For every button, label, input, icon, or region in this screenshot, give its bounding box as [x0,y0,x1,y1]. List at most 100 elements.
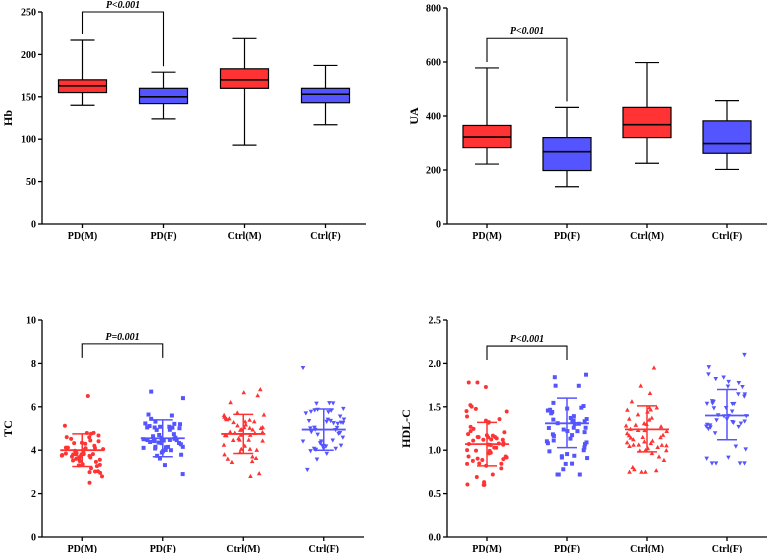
data-point [499,461,504,466]
data-point [646,417,652,422]
data-point [552,375,557,380]
data-point [548,407,553,412]
data-point [570,461,575,466]
data-point [725,384,731,389]
data-point [474,474,479,479]
data-point [87,470,92,475]
data-point [655,444,660,450]
data-point [99,474,104,479]
x-tick-label: Ctrl(M) [226,544,260,553]
data-point [312,425,317,430]
data-point [471,438,476,443]
p-value-label: P<0.001 [510,26,544,37]
data-point [501,457,506,462]
data-point [64,435,69,440]
data-point [77,459,82,464]
data-point [475,380,480,385]
data-point [466,454,471,459]
data-point [93,459,98,464]
data-point [168,448,173,453]
data-point [225,456,231,461]
data-point [497,417,502,422]
data-point [246,437,252,442]
data-point [628,435,634,440]
y-tick-label: 2.0 [429,359,442,370]
data-point [308,449,313,454]
data-point [483,384,488,389]
data-point [97,457,102,462]
data-point [631,437,636,442]
data-point [499,466,504,471]
p-value-label: P<0.001 [510,334,544,345]
y-tick-label: 800 [426,4,441,15]
x-tick-label: PD(F) [554,544,580,553]
y-tick-label: 8 [31,359,36,370]
data-point [327,401,332,406]
data-point [74,456,79,461]
data-point [709,399,715,404]
data-point [338,443,344,448]
data-point [91,430,96,435]
data-point [623,423,629,428]
data-point [309,430,314,435]
data-point [180,472,185,477]
chart-panel-hb: 0 50 100 150 200 250 PD(M) PD(F) Ctrl(M) Ctrl(F) H… [1,0,366,242]
data-point [721,375,726,380]
data-point [494,436,499,441]
x-tick-label: PD(F) [150,544,176,553]
data-point [167,437,172,442]
data-point [729,409,735,414]
data-point [157,456,162,461]
data-point [149,416,154,421]
data-point [468,403,473,408]
data-point [585,456,590,461]
data-point [482,480,487,485]
data-point [260,438,265,443]
x-tick-label: Ctrl(F) [310,231,341,242]
data-point [706,365,712,370]
data-point [632,467,637,472]
data-point [71,452,76,457]
data-point [314,457,320,462]
y-tick-label: 1.0 [429,446,442,457]
data-point [330,438,336,443]
data-point [248,473,253,479]
data-point [340,420,346,426]
data-point [476,435,481,440]
box-PD(F) [138,87,189,105]
data-point [638,383,644,388]
data-point [656,454,662,459]
data-point [730,401,735,407]
data-point [624,440,630,445]
data-point [250,454,255,459]
data-point [742,352,747,358]
data-point [466,380,471,385]
data-point [331,421,336,426]
box-Ctrl(M) [622,106,672,139]
data-point [328,408,334,413]
data-point [626,416,632,421]
data-point [230,437,236,442]
data-point [736,380,742,386]
data-point [475,456,480,461]
significance-bracket [486,37,568,102]
data-point [547,449,552,454]
data-point [649,450,655,456]
data-point [162,463,167,468]
x-tick-label: Ctrl(M) [630,231,664,242]
data-point [172,421,177,426]
data-point [149,389,154,394]
data-point [260,429,265,435]
data-point [571,425,576,430]
data-point [706,426,711,432]
data-point [87,435,92,440]
significance-bracket [81,11,165,67]
data-point [736,392,741,397]
data-point [179,452,184,457]
data-point [489,437,494,442]
y-tick-label: 0.0 [429,533,442,544]
data-point [627,469,632,474]
data-point [96,439,101,444]
data-point [579,405,584,410]
